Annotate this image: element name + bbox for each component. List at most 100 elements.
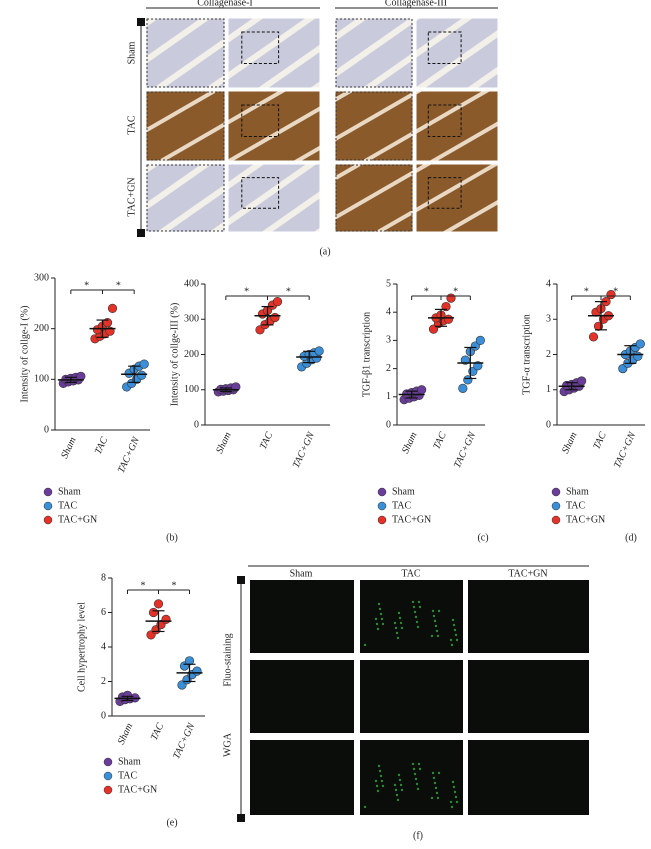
legend-swatch — [377, 501, 387, 511]
wga-signal — [450, 805, 454, 809]
inset-box — [427, 104, 462, 137]
column-header: Collagenase-III — [385, 0, 447, 8]
row-label: WGA — [222, 732, 233, 757]
y-tick-label: 400 — [184, 278, 199, 289]
column-header: TAC — [401, 568, 421, 579]
wga-signal — [433, 619, 437, 623]
inset-box — [241, 31, 280, 64]
y-tick-label: 0 — [194, 419, 199, 430]
significance-label: * — [244, 286, 249, 297]
legend-swatch — [103, 771, 113, 781]
row-label: Sham — [126, 41, 137, 64]
wga-signal — [413, 610, 417, 614]
data-point — [107, 303, 118, 314]
wga-signal — [396, 636, 400, 640]
histology-image — [145, 90, 226, 162]
wga-signal — [363, 643, 367, 647]
wga-signal — [375, 622, 379, 626]
marker — [237, 814, 245, 822]
histology-image — [227, 163, 321, 233]
wga-signal — [380, 779, 384, 783]
wga-signal — [381, 784, 385, 788]
histology-image — [415, 17, 499, 89]
legend-label: TAC+GN — [118, 784, 157, 795]
y-tick-label: 2 — [101, 676, 106, 687]
legend-label: TAC — [392, 500, 412, 511]
wga-signal — [374, 779, 378, 783]
wga-signal — [449, 638, 453, 642]
wga-signal — [396, 798, 400, 802]
wga-signal — [378, 607, 382, 611]
wga-signal — [399, 783, 403, 787]
wga-signal — [394, 626, 398, 630]
data-point — [475, 335, 485, 346]
chart: 0 1 2 3 4 TGF-α transcription Sham TAC TAC+GN * * — [521, 278, 645, 470]
x-tick-label: Sham — [116, 722, 135, 747]
inset-box — [241, 104, 280, 137]
caption: (c) — [477, 532, 488, 543]
data-point — [588, 332, 599, 342]
wga-signal — [411, 762, 415, 766]
y-tick-label: 4 — [386, 306, 391, 317]
fluorescence-image — [360, 740, 463, 815]
y-tick-label: 100 — [184, 384, 199, 395]
row-label: TAC — [126, 115, 137, 135]
zoom-frame — [335, 91, 413, 161]
wga-signal — [413, 772, 417, 776]
y-axis-label: TGF-α transcription — [521, 314, 532, 395]
wga-signal — [375, 784, 379, 788]
wga-signal — [417, 762, 421, 766]
y-tick-label: 3 — [546, 314, 551, 325]
x-tick-label: TAC — [431, 430, 449, 451]
y-tick-label: 4 — [546, 278, 551, 289]
wga-signal — [393, 783, 397, 787]
marker — [137, 229, 145, 237]
significance-label: * — [172, 580, 177, 591]
x-tick-label: Sham — [59, 436, 78, 461]
y-tick-label: 2 — [546, 349, 551, 360]
data-point — [635, 339, 645, 349]
wga-signal — [415, 782, 419, 786]
legend-label: TAC+GN — [392, 514, 431, 525]
wga-signal — [379, 612, 383, 616]
legend-swatch — [551, 515, 561, 525]
histology-image — [227, 17, 321, 89]
x-tick-label: TAC — [149, 721, 167, 742]
wga-signal — [414, 777, 418, 781]
significance-label: * — [613, 286, 618, 297]
wga-signal — [378, 769, 382, 773]
wga-signal — [414, 615, 418, 619]
legend-swatch — [103, 785, 113, 795]
legend-swatch — [43, 515, 53, 525]
wga-signal — [432, 776, 436, 780]
y-tick-label: 200 — [184, 349, 199, 360]
y-axis-label: Intensity of collge-III (%) — [169, 303, 180, 407]
wga-signal — [400, 626, 404, 630]
legend-label: Sham — [118, 756, 141, 767]
y-tick-label: 100 — [34, 374, 49, 385]
wga-signal — [380, 617, 384, 621]
y-tick-label: 6 — [101, 607, 106, 618]
fluorescence-image — [250, 580, 354, 653]
y-tick-label: 200 — [34, 323, 49, 334]
y-tick-label: 300 — [184, 314, 199, 325]
legend-label: TAC+GN — [566, 514, 605, 525]
legend-swatch — [43, 487, 53, 497]
wga-signal — [377, 602, 381, 606]
wga-signal — [433, 781, 437, 785]
x-tick-label: Sham — [214, 431, 233, 456]
data-point — [417, 385, 427, 395]
legend-label: Sham — [392, 486, 415, 497]
wga-signal — [416, 625, 420, 629]
y-tick-label: 0 — [386, 419, 391, 430]
fluorescence-image — [250, 660, 354, 733]
data-point — [577, 376, 587, 386]
x-tick-label: TAC — [258, 430, 276, 451]
wga-signal — [435, 629, 439, 633]
y-tick-label: 1 — [386, 391, 391, 402]
zoom-frame — [146, 18, 225, 88]
y-tick-label: 300 — [34, 272, 49, 283]
wga-signal — [455, 800, 459, 804]
marker — [137, 18, 145, 26]
wga-signal — [398, 778, 402, 782]
